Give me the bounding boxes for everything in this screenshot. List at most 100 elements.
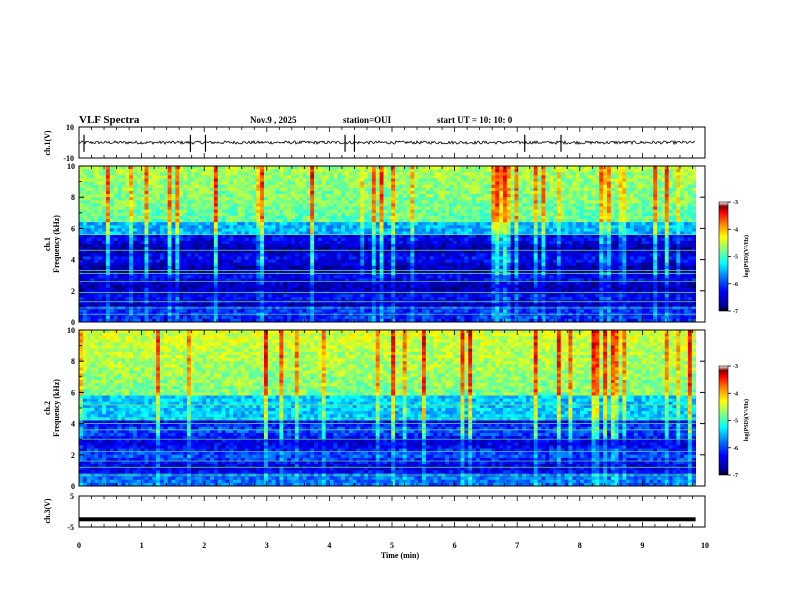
- spectrogram-cell: [125, 253, 130, 257]
- spectrogram-cell: [333, 181, 338, 186]
- spectrogram-cell: [317, 169, 323, 173]
- spectrogram-cell: [529, 228, 535, 232]
- spectrogram-cell: [603, 240, 608, 245]
- spectrogram-cell: [448, 209, 454, 214]
- spectrogram-cell: [395, 187, 400, 192]
- spectrogram-cell: [657, 190, 662, 195]
- spectrogram-cell: [387, 212, 392, 217]
- spectrogram-cell: [410, 222, 415, 226]
- spectrogram-cell: [425, 200, 431, 204]
- spectrogram-cell: [499, 197, 504, 201]
- spectrogram-cell: [495, 203, 500, 207]
- spectrogram-cell: [206, 181, 211, 186]
- spectrogram-cell: [603, 187, 608, 192]
- spectrogram-cell: [86, 250, 91, 254]
- spectrogram-cell: [414, 169, 419, 173]
- spectrogram-cell: [290, 250, 296, 254]
- spectrogram-cell: [402, 219, 407, 223]
- spectrogram-cell: [156, 212, 161, 217]
- spectrogram-cell: [391, 222, 396, 226]
- spectrogram-cell: [368, 244, 373, 248]
- spectrogram-cell: [657, 209, 662, 214]
- spectrogram-cell: [630, 187, 635, 192]
- spectrogram-cell: [398, 259, 404, 264]
- spectrogram-cell: [190, 187, 196, 192]
- spectrogram-cell: [553, 219, 558, 223]
- spectrogram-cell: [460, 212, 465, 217]
- spectrogram-cell: [603, 181, 608, 186]
- spectrogram-cell: [314, 253, 319, 257]
- spectrogram-cell: [587, 209, 592, 214]
- spectrogram-cell: [136, 222, 142, 226]
- spectrogram-cell: [475, 253, 481, 257]
- spectrogram-cell: [263, 212, 269, 217]
- spectrogram-cell: [580, 194, 585, 198]
- spectrogram-cell: [587, 181, 592, 186]
- spectrogram-cell: [283, 212, 288, 217]
- spectrogram-cell: [668, 234, 673, 239]
- spectrogram-cell: [433, 244, 438, 248]
- spectrogram-cell: [186, 247, 192, 251]
- spectrogram-cell: [395, 240, 400, 245]
- spectrogram-cell: [603, 234, 608, 239]
- spectrogram-cell: [526, 197, 531, 201]
- spectrogram-cell: [510, 222, 515, 226]
- spectrogram-cell: [271, 181, 276, 186]
- spectrogram-cell: [279, 250, 284, 254]
- spectrogram-cell: [302, 200, 307, 204]
- spectrogram-cell: [591, 225, 596, 229]
- spectrogram-cell: [649, 175, 654, 179]
- spectrogram-cell: [545, 166, 550, 170]
- spectrogram-cell: [321, 225, 327, 229]
- spectrogram-cell: [206, 212, 211, 217]
- spectrogram-cell: [221, 225, 226, 229]
- spectrogram-cell: [653, 172, 658, 176]
- spectrogram-cell: [317, 187, 323, 192]
- spectrogram-cell: [687, 219, 693, 223]
- spectrogram-cell: [306, 240, 311, 245]
- spectrogram-cell: [171, 178, 176, 182]
- spectrogram-cell: [144, 225, 149, 229]
- spectrogram-cell: [102, 206, 107, 211]
- spectrogram-cell: [414, 178, 419, 182]
- spectrogram-cell: [368, 212, 373, 217]
- spectrogram-cell: [248, 194, 253, 198]
- spectrogram-cell: [522, 247, 527, 251]
- spectrogram-cell: [468, 215, 473, 220]
- spectrogram-cell: [499, 206, 504, 211]
- spectrogram-cell: [614, 222, 619, 226]
- spectrogram-cell: [510, 184, 515, 189]
- spectrogram-cell: [213, 219, 219, 223]
- spectrogram-cell: [275, 200, 280, 204]
- spectrogram-cell: [202, 194, 207, 198]
- spectrogram-cell: [117, 225, 122, 229]
- spectrogram-cell: [260, 172, 265, 176]
- spectrogram-cell: [102, 237, 107, 242]
- spectrogram-cell: [271, 178, 276, 182]
- spectrogram-cell: [79, 197, 84, 201]
- spectrogram-cell: [441, 206, 446, 211]
- spectrogram-cell: [213, 203, 219, 207]
- spectrogram-cell: [441, 256, 446, 260]
- spectrogram-cell: [626, 172, 631, 176]
- spectrogram-cell: [402, 253, 407, 257]
- spectrogram-cell: [144, 166, 149, 170]
- spectrogram-cell: [645, 187, 650, 192]
- spectrogram-cell: [206, 206, 211, 211]
- spectrogram-cell: [210, 194, 215, 198]
- spectrogram-cell: [514, 200, 519, 204]
- spectrogram-cell: [79, 244, 84, 248]
- spectrogram-cell: [352, 250, 357, 254]
- spectrogram-cell: [136, 231, 142, 236]
- spectrogram-cell: [379, 228, 384, 232]
- spectrogram-cell: [483, 172, 488, 176]
- spectrogram-cell: [163, 256, 169, 260]
- spectrogram-cell: [290, 203, 296, 207]
- spectrogram-cell: [194, 190, 199, 195]
- spectrogram-cell: [356, 200, 361, 204]
- spectrogram-cell: [495, 219, 500, 223]
- spectrogram-cell: [310, 215, 315, 220]
- spectrogram-cell: [684, 215, 689, 220]
- spectrogram-cell: [664, 166, 670, 170]
- spectrogram-cell: [441, 253, 446, 257]
